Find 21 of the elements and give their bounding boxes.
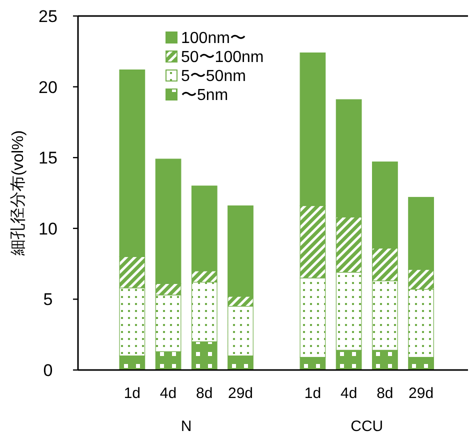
y-tick-label: 25 [38, 7, 58, 26]
x-tick-label: 4d [160, 385, 177, 402]
y-tick-label: 20 [38, 78, 58, 97]
text: CCU [350, 418, 384, 435]
legend-label: 〜5nm [181, 87, 228, 104]
x-tick-label: 4d [340, 385, 358, 402]
x-tick-label: 8d [196, 385, 213, 402]
y-axis-title: 細孔径分布(vol%) [10, 130, 27, 257]
text: N [180, 418, 192, 435]
x-tick-label: 29d [228, 385, 254, 402]
legend-label: 100nm〜 [181, 30, 246, 47]
legend-label: 5〜50nm [181, 68, 246, 85]
x-tick-label: 29d [408, 385, 434, 402]
y-tick-label: 5 [43, 290, 53, 310]
y-tick-label: 15 [38, 148, 58, 168]
x-tick-label: 1d [124, 385, 141, 402]
y-tick-label: 0 [43, 361, 53, 380]
y-tick-label: 10 [38, 219, 58, 238]
legend-label: 50〜100nm [181, 49, 264, 66]
x-tick-label: 8d [376, 385, 394, 402]
x-tick-label: 1d [304, 385, 322, 402]
